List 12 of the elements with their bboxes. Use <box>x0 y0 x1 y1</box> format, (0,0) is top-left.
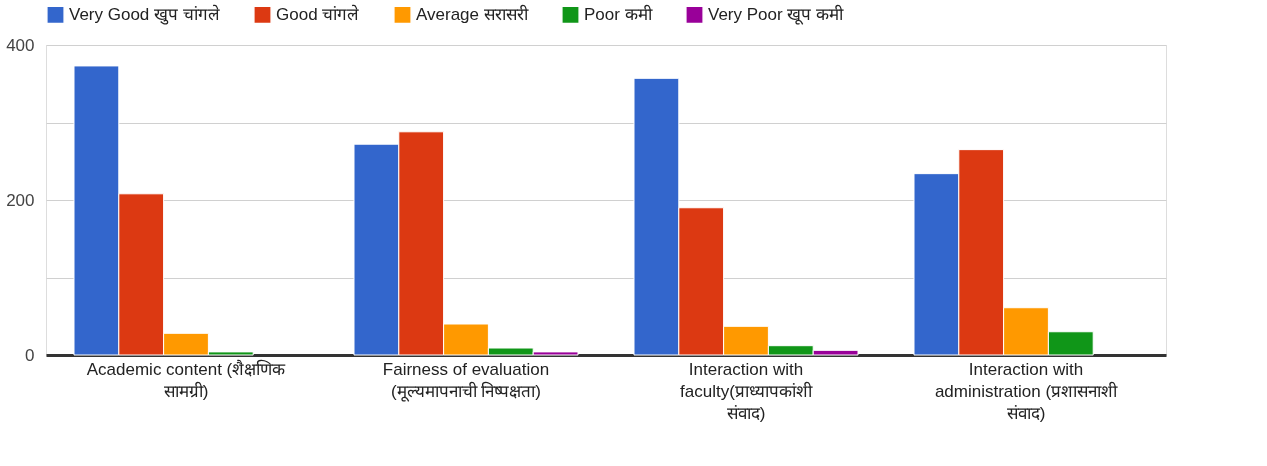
x-tick-label: Interaction with faculty(प्राध्यापकांशी संवाद) <box>680 359 813 423</box>
legend-label: Very Poor खूप कमी <box>708 3 845 25</box>
legend-label: Average सरासरी <box>416 3 529 24</box>
y-tick-label: 200 <box>6 190 35 210</box>
legend-label: Very Good खुप चांगले <box>69 3 220 25</box>
legend-label: Good चांगले <box>276 3 360 24</box>
x-tick-label: Interaction with administration (प्रशासनाशी संवाद) <box>934 359 1119 423</box>
x-tick-label: Academic content (शैक्षणिक सामग्री) <box>86 358 287 401</box>
y-tick-label: 400 <box>6 35 35 55</box>
y-tick-label: 0 <box>25 345 35 365</box>
legend-label: Poor कमी <box>584 3 653 24</box>
x-tick-label: Fairness of evaluation (मूल्यमापनाची निष्पक्षता) <box>382 359 550 402</box>
